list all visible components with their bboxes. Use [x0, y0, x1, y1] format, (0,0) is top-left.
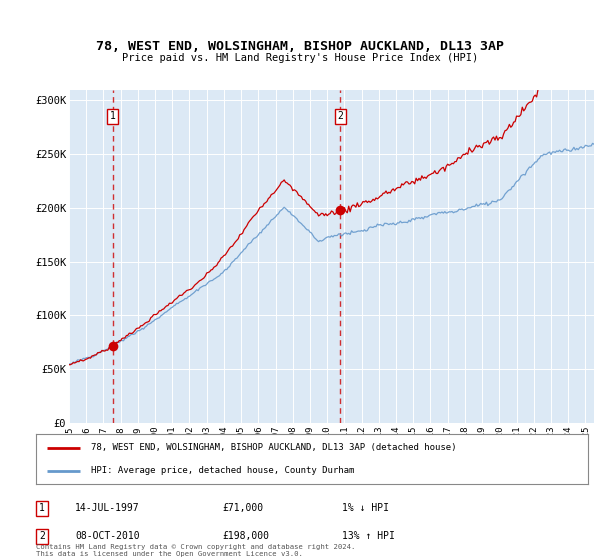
Text: HPI: Average price, detached house, County Durham: HPI: Average price, detached house, Coun…	[91, 466, 355, 475]
Text: Price paid vs. HM Land Registry's House Price Index (HPI): Price paid vs. HM Land Registry's House …	[122, 53, 478, 63]
Text: 1: 1	[39, 503, 45, 514]
Text: Contains HM Land Registry data © Crown copyright and database right 2024.
This d: Contains HM Land Registry data © Crown c…	[36, 544, 355, 557]
Text: 13% ↑ HPI: 13% ↑ HPI	[342, 531, 395, 542]
Text: 14-JUL-1997: 14-JUL-1997	[75, 503, 140, 514]
Text: 78, WEST END, WOLSINGHAM, BISHOP AUCKLAND, DL13 3AP: 78, WEST END, WOLSINGHAM, BISHOP AUCKLAN…	[96, 40, 504, 53]
Text: 2: 2	[39, 531, 45, 542]
Text: 1% ↓ HPI: 1% ↓ HPI	[342, 503, 389, 514]
Text: £198,000: £198,000	[222, 531, 269, 542]
Text: 2: 2	[338, 111, 343, 122]
Text: £71,000: £71,000	[222, 503, 263, 514]
Text: 1: 1	[110, 111, 116, 122]
Text: 08-OCT-2010: 08-OCT-2010	[75, 531, 140, 542]
Text: 78, WEST END, WOLSINGHAM, BISHOP AUCKLAND, DL13 3AP (detached house): 78, WEST END, WOLSINGHAM, BISHOP AUCKLAN…	[91, 443, 457, 452]
